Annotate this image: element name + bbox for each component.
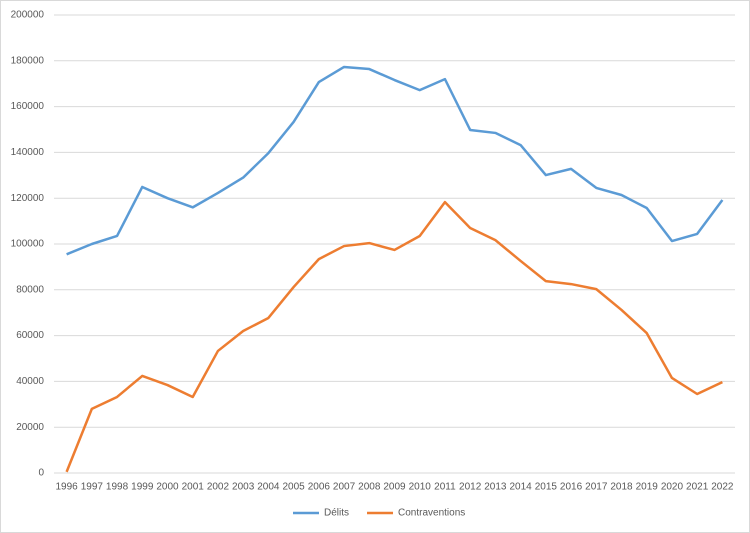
y-tick-label: 160000 xyxy=(11,101,45,112)
y-tick-label: 0 xyxy=(38,468,44,479)
x-tick-label: 1997 xyxy=(81,482,104,493)
x-tick-label: 2000 xyxy=(156,482,179,493)
x-tick-label: 2005 xyxy=(282,482,305,493)
x-tick-label: 2010 xyxy=(409,482,432,493)
x-tick-label: 2015 xyxy=(535,482,558,493)
x-tick-label: 2006 xyxy=(308,482,331,493)
x-tick-label: 2018 xyxy=(610,482,633,493)
x-tick-label: 2013 xyxy=(484,482,507,493)
x-tick-label: 2012 xyxy=(459,482,482,493)
y-tick-label: 200000 xyxy=(11,10,45,21)
x-tick-label: 2004 xyxy=(257,482,280,493)
y-tick-label: 120000 xyxy=(11,193,45,204)
y-tick-label: 60000 xyxy=(16,330,44,341)
x-tick-label: 2022 xyxy=(711,482,734,493)
y-tick-label: 100000 xyxy=(11,239,45,250)
legend-label: Contraventions xyxy=(398,508,465,519)
x-tick-label: 1998 xyxy=(106,482,129,493)
y-tick-label: 80000 xyxy=(16,284,44,295)
x-tick-label: 2002 xyxy=(207,482,230,493)
x-tick-label: 2003 xyxy=(232,482,255,493)
x-tick-label: 2019 xyxy=(636,482,659,493)
x-tick-label: 2008 xyxy=(358,482,381,493)
y-tick-label: 40000 xyxy=(16,376,44,387)
x-tick-label: 1999 xyxy=(131,482,154,493)
x-tick-label: 2007 xyxy=(333,482,356,493)
x-tick-label: 2020 xyxy=(661,482,684,493)
x-tick-label: 2009 xyxy=(383,482,406,493)
x-tick-label: 2017 xyxy=(585,482,608,493)
x-tick-label: 2016 xyxy=(560,482,583,493)
x-tick-label: 2011 xyxy=(434,482,456,493)
x-tick-label: 2001 xyxy=(182,482,205,493)
y-tick-label: 140000 xyxy=(11,147,45,158)
legend-label: Délits xyxy=(324,508,349,519)
data-line xyxy=(66,65,724,256)
y-tick-label: 180000 xyxy=(11,55,45,66)
x-tick-label: 2014 xyxy=(509,482,532,493)
x-tick-label: 2021 xyxy=(686,482,709,493)
data-line xyxy=(65,200,723,473)
x-tick-label: 1996 xyxy=(55,482,78,493)
y-tick-label: 20000 xyxy=(16,422,44,433)
